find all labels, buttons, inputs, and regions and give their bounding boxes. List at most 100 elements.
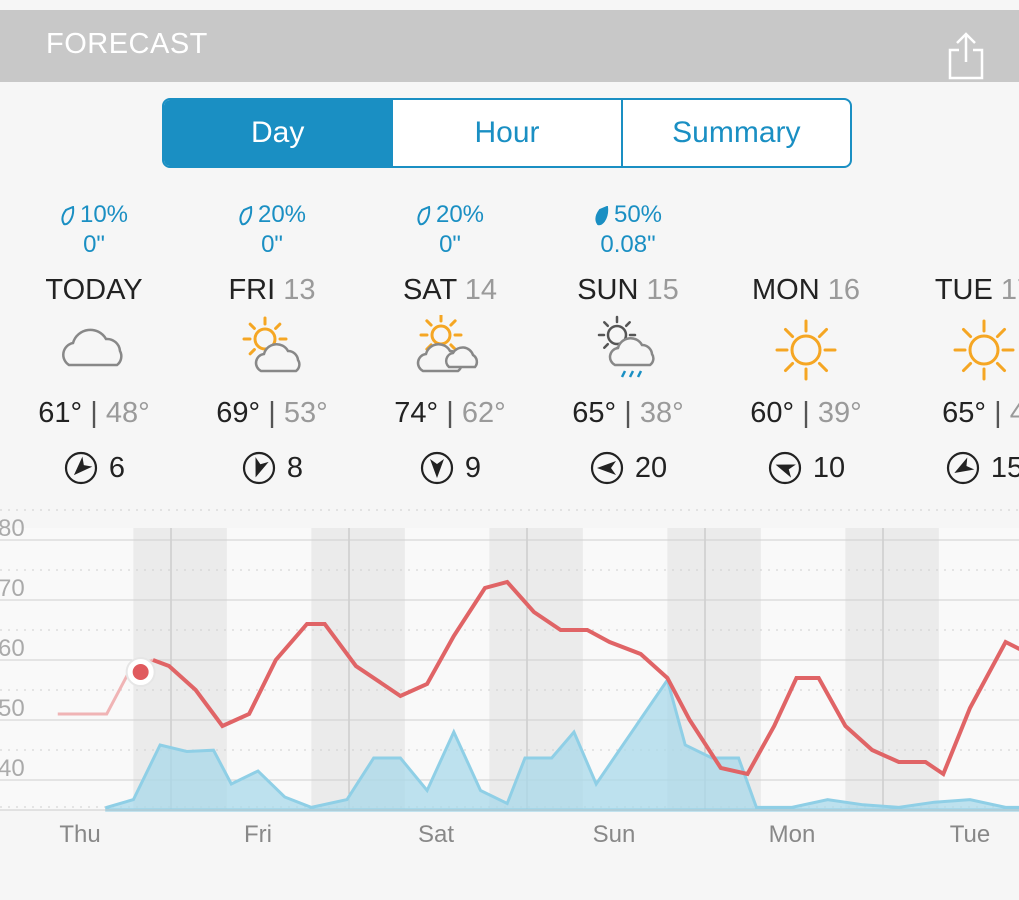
tab-summary[interactable]: Summary bbox=[672, 116, 801, 149]
day-number: 13 bbox=[283, 274, 316, 306]
day-number: 17 bbox=[1000, 274, 1019, 306]
temperature-range: 65° | 38° bbox=[538, 397, 718, 430]
precip-chance: 20% bbox=[257, 201, 307, 228]
day-column[interactable]: TUE 17 65° | 4 15 bbox=[894, 200, 1019, 486]
weather-icon-wrap bbox=[182, 315, 362, 385]
temperature-range: 60° | 39° bbox=[716, 397, 896, 430]
precip-info bbox=[716, 200, 896, 262]
temperature-range: 65° | 4 bbox=[894, 397, 1019, 430]
mostly-cloudy-icon bbox=[416, 315, 479, 373]
tab-day[interactable]: Day bbox=[164, 100, 394, 166]
wind-speed: 10 bbox=[812, 451, 846, 484]
precip-chance: 20% bbox=[435, 201, 485, 228]
precip-info: 20% 0" bbox=[360, 200, 540, 262]
wind-direction-icon bbox=[420, 451, 454, 485]
wind-speed: 15 bbox=[990, 451, 1019, 484]
precip-info: 20% 0" bbox=[182, 200, 362, 262]
current-point-marker bbox=[132, 664, 149, 680]
tab-hour[interactable]: Hour bbox=[393, 100, 623, 166]
x-tick-label: Fri bbox=[244, 821, 272, 848]
day-name: TODAY bbox=[45, 274, 143, 306]
header-bar: FORECAST bbox=[0, 10, 1019, 82]
day-column[interactable]: 10% 0" TODAY 61° | 48° 6 bbox=[4, 200, 184, 486]
precip-amount: 0" bbox=[439, 231, 461, 258]
day-column[interactable]: 50% 0.08" SUN 15 65° | 38° 20 bbox=[538, 200, 718, 486]
low-temp: 48° bbox=[105, 397, 150, 429]
day-name: MON bbox=[752, 274, 820, 306]
wind-direction-icon bbox=[946, 451, 979, 485]
day-number: 16 bbox=[827, 274, 860, 306]
low-temp: 62° bbox=[461, 397, 506, 429]
precip-amount: 0.08" bbox=[600, 231, 656, 258]
temp-separator: | bbox=[90, 397, 98, 429]
temp-separator: | bbox=[268, 397, 276, 429]
raindrop-icon bbox=[417, 205, 431, 225]
wind-direction-icon bbox=[242, 451, 276, 485]
x-tick-label: Sat bbox=[418, 821, 454, 848]
y-tick-label: 50 bbox=[0, 695, 25, 722]
wind-speed: 8 bbox=[286, 451, 304, 484]
wind-speed: 6 bbox=[108, 451, 126, 484]
weather-icon-wrap bbox=[716, 315, 896, 385]
x-tick-label: Thu bbox=[59, 821, 100, 848]
wind-info: 15 bbox=[894, 450, 1019, 486]
temp-separator: | bbox=[802, 397, 810, 429]
day-label: TODAY bbox=[4, 274, 184, 307]
day-name: FRI bbox=[228, 274, 276, 306]
wind-speed: 9 bbox=[464, 451, 482, 484]
x-tick-label: Tue bbox=[950, 821, 990, 848]
wind-direction-icon bbox=[64, 451, 98, 485]
weather-icon-wrap bbox=[360, 315, 540, 385]
day-column[interactable]: 20% 0" FRI 13 69° | 53° 8 bbox=[182, 200, 362, 486]
day-name: SAT bbox=[402, 274, 457, 306]
high-temp: 69° bbox=[216, 397, 261, 429]
day-number: 15 bbox=[646, 274, 679, 306]
x-tick-label: Mon bbox=[769, 821, 816, 848]
day-name: SUN bbox=[577, 274, 639, 306]
raindrop-icon bbox=[239, 205, 253, 225]
weather-icon-wrap bbox=[538, 315, 718, 385]
partly-cloudy-icon bbox=[242, 316, 301, 373]
sunny-icon bbox=[953, 319, 1015, 381]
weather-icon-wrap bbox=[4, 315, 184, 385]
y-tick-label: 60 bbox=[0, 635, 25, 662]
day-column[interactable]: MON 16 60° | 39° 10 bbox=[716, 200, 896, 486]
temperature-range: 74° | 62° bbox=[360, 397, 540, 430]
forecast-chart: 80 70 60 50 40 Thu Fri Sat Sun Mon Tue bbox=[0, 509, 1019, 848]
temp-separator: | bbox=[624, 397, 632, 429]
weather-icon-wrap bbox=[894, 315, 1019, 385]
high-temp: 61° bbox=[38, 397, 83, 429]
daily-forecast-row: 10% 0" TODAY 61° | 48° 6 20% 0" FRI 13 6… bbox=[0, 200, 1019, 500]
day-label: SUN 15 bbox=[538, 274, 718, 307]
wind-direction-icon bbox=[768, 451, 801, 485]
wind-direction-icon bbox=[590, 451, 623, 485]
rain-showers-icon bbox=[597, 315, 655, 378]
day-column[interactable]: 20% 0" SAT 14 74° | 62° 9 bbox=[360, 200, 540, 486]
sunny-icon bbox=[775, 319, 837, 381]
high-temp: 65° bbox=[942, 397, 987, 429]
x-tick-label: Sun bbox=[593, 821, 636, 848]
day-label: MON 16 bbox=[716, 274, 896, 307]
wind-info: 9 bbox=[360, 450, 540, 486]
precip-info: 10% 0" bbox=[4, 200, 184, 262]
precip-chance: 50% bbox=[613, 201, 663, 228]
wind-speed: 20 bbox=[634, 451, 668, 484]
precip-amount: 0" bbox=[83, 231, 105, 258]
high-temp: 60° bbox=[750, 397, 795, 429]
precip-info bbox=[894, 200, 1019, 262]
view-toggle: Day Hour Summary bbox=[162, 98, 852, 168]
share-icon[interactable] bbox=[946, 30, 986, 80]
precip-amount: 0" bbox=[261, 231, 283, 258]
wind-info: 6 bbox=[4, 450, 184, 486]
status-strip bbox=[0, 0, 1019, 10]
temp-separator: | bbox=[994, 397, 1002, 429]
precip-chance: 10% bbox=[79, 201, 129, 228]
day-name: TUE bbox=[934, 274, 993, 306]
wind-info: 10 bbox=[716, 450, 896, 486]
precip-info: 50% 0.08" bbox=[538, 200, 718, 262]
cloudy-icon bbox=[62, 328, 123, 367]
low-temp: 38° bbox=[639, 397, 684, 429]
high-temp: 65° bbox=[572, 397, 617, 429]
raindrop-icon bbox=[61, 205, 75, 225]
high-temp: 74° bbox=[394, 397, 439, 429]
